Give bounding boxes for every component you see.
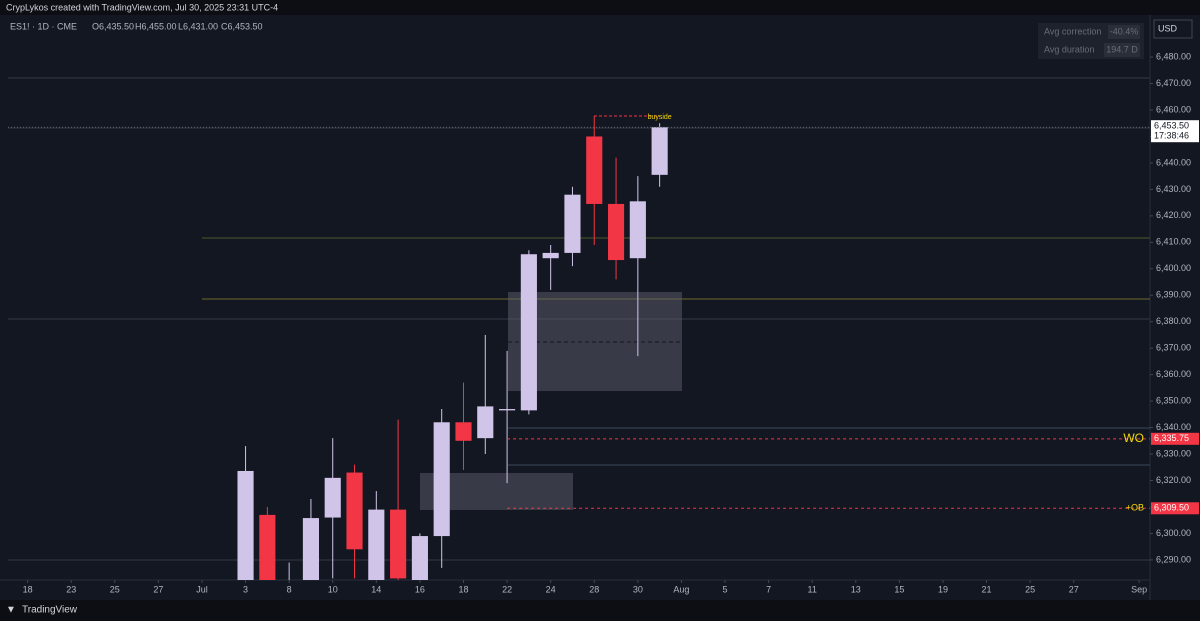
- ohlc-high: H6,455.00: [135, 21, 177, 31]
- candle-body: [499, 409, 516, 411]
- credit: CrypLykos created with TradingView.com, …: [6, 2, 278, 12]
- stat-label: Avg duration: [1044, 44, 1094, 54]
- y-tick-label: 6,460.00: [1156, 104, 1191, 114]
- y-tick-label: 6,420.00: [1156, 210, 1191, 220]
- x-tick-label: 28: [589, 584, 599, 594]
- top-bar: [0, 0, 1200, 15]
- candle-body: [564, 194, 581, 253]
- candle-body: [651, 127, 668, 175]
- x-tick-label: 22: [502, 584, 512, 594]
- x-tick-label: Jul: [196, 584, 208, 594]
- candle-body: [390, 509, 407, 579]
- candle-body: [629, 201, 646, 259]
- x-tick-label: 27: [1069, 584, 1079, 594]
- y-tick-label: 6,290.00: [1156, 554, 1191, 564]
- price-tag-label: 6,309.50: [1154, 503, 1189, 513]
- y-tick-label: 6,320.00: [1156, 475, 1191, 485]
- x-tick-label: 21: [982, 584, 992, 594]
- currency-box: [1153, 19, 1193, 39]
- ohlc-close: C6,453.50: [221, 21, 263, 31]
- logo: ▼: [6, 605, 16, 616]
- x-tick-label: 3: [243, 584, 248, 594]
- x-tick-label: Sep: [1131, 584, 1147, 594]
- y-tick-label: 6,440.00: [1156, 157, 1191, 167]
- x-tick-label: 11: [808, 584, 817, 594]
- annotation: buyside: [648, 114, 672, 121]
- x-tick-label: 8: [287, 584, 292, 594]
- y-tick-label: 6,430.00: [1156, 184, 1191, 194]
- x-tick-label: 7: [766, 584, 771, 594]
- ohlc-low: L6,431.00: [178, 21, 218, 31]
- stat-box: [1108, 25, 1140, 39]
- y-tick-label: 6,360.00: [1156, 369, 1191, 379]
- x-tick-label: 15: [894, 584, 904, 594]
- y-tick-label: 6,380.00: [1156, 316, 1191, 326]
- footer-bar: [0, 600, 1200, 621]
- x-tick-label: Aug: [673, 584, 689, 594]
- last-price-tag: [1151, 120, 1199, 143]
- candle-body: [586, 136, 603, 204]
- candle-body: [368, 509, 385, 580]
- y-tick-label: 6,330.00: [1156, 448, 1191, 458]
- y-tick-label: 6,340.00: [1156, 422, 1191, 432]
- x-tick-label: 16: [415, 584, 425, 594]
- candle-body: [346, 472, 363, 550]
- y-tick-label: 6,370.00: [1156, 343, 1191, 353]
- y-tick-label: 6,410.00: [1156, 237, 1191, 247]
- x-tick-label: 27: [153, 584, 163, 594]
- candle-body: [302, 518, 319, 580]
- candle-body: [259, 514, 276, 580]
- candle-body: [433, 422, 450, 537]
- y-tick-label: 6,400.00: [1156, 263, 1191, 273]
- candle-body: [542, 252, 559, 259]
- series: [8, 116, 1150, 580]
- candle-body: [607, 203, 625, 261]
- y-tick-label: 6,390.00: [1156, 290, 1191, 300]
- candle-body: [237, 470, 254, 580]
- price-tag-label: 6,335.75: [1154, 433, 1189, 443]
- candle-body: [411, 536, 428, 580]
- candle-body: [477, 406, 494, 439]
- stat-label: Avg correction: [1044, 26, 1101, 36]
- x-tick-label: 5: [723, 584, 728, 594]
- x-tick-label: 25: [1025, 584, 1035, 594]
- candle-body: [324, 477, 341, 518]
- candle-body: [455, 422, 472, 441]
- price-tag: [1151, 502, 1199, 515]
- x-tick-label: 13: [851, 584, 861, 594]
- x-tick-label: 30: [633, 584, 643, 594]
- x-tick-label: 25: [110, 584, 120, 594]
- x-tick-label: 14: [371, 584, 381, 594]
- x-tick-label: 10: [328, 584, 338, 594]
- x-tick-label: 19: [938, 584, 948, 594]
- currency: USD: [1158, 23, 1178, 33]
- symbol: ES1! · 1D · CME: [10, 21, 77, 31]
- countdown: 17:38:46: [1154, 131, 1189, 141]
- x-tick-label: 18: [23, 584, 33, 594]
- level-name: +OB: [1126, 503, 1144, 513]
- stat-value: 194.7 D: [1106, 44, 1138, 54]
- y-tick-label: 6,470.00: [1156, 78, 1191, 88]
- stat-box: [1104, 43, 1140, 57]
- stat-value: -40.4%: [1110, 26, 1139, 36]
- level-name: WO: [1123, 431, 1144, 445]
- ohlc-open: O6,435.50: [92, 21, 134, 31]
- candle-body: [520, 254, 537, 411]
- last-price-label: 6,453.50: [1154, 121, 1189, 131]
- x-tick-label: 24: [546, 584, 556, 594]
- x-tick-label: 23: [66, 584, 76, 594]
- footer: TradingView: [22, 605, 78, 616]
- x-tick-label: 18: [458, 584, 468, 594]
- y-tick-label: 6,350.00: [1156, 395, 1191, 405]
- price-tag: [1151, 432, 1199, 445]
- y-tick-label: 6,480.00: [1156, 51, 1191, 61]
- y-tick-label: 6,300.00: [1156, 528, 1191, 538]
